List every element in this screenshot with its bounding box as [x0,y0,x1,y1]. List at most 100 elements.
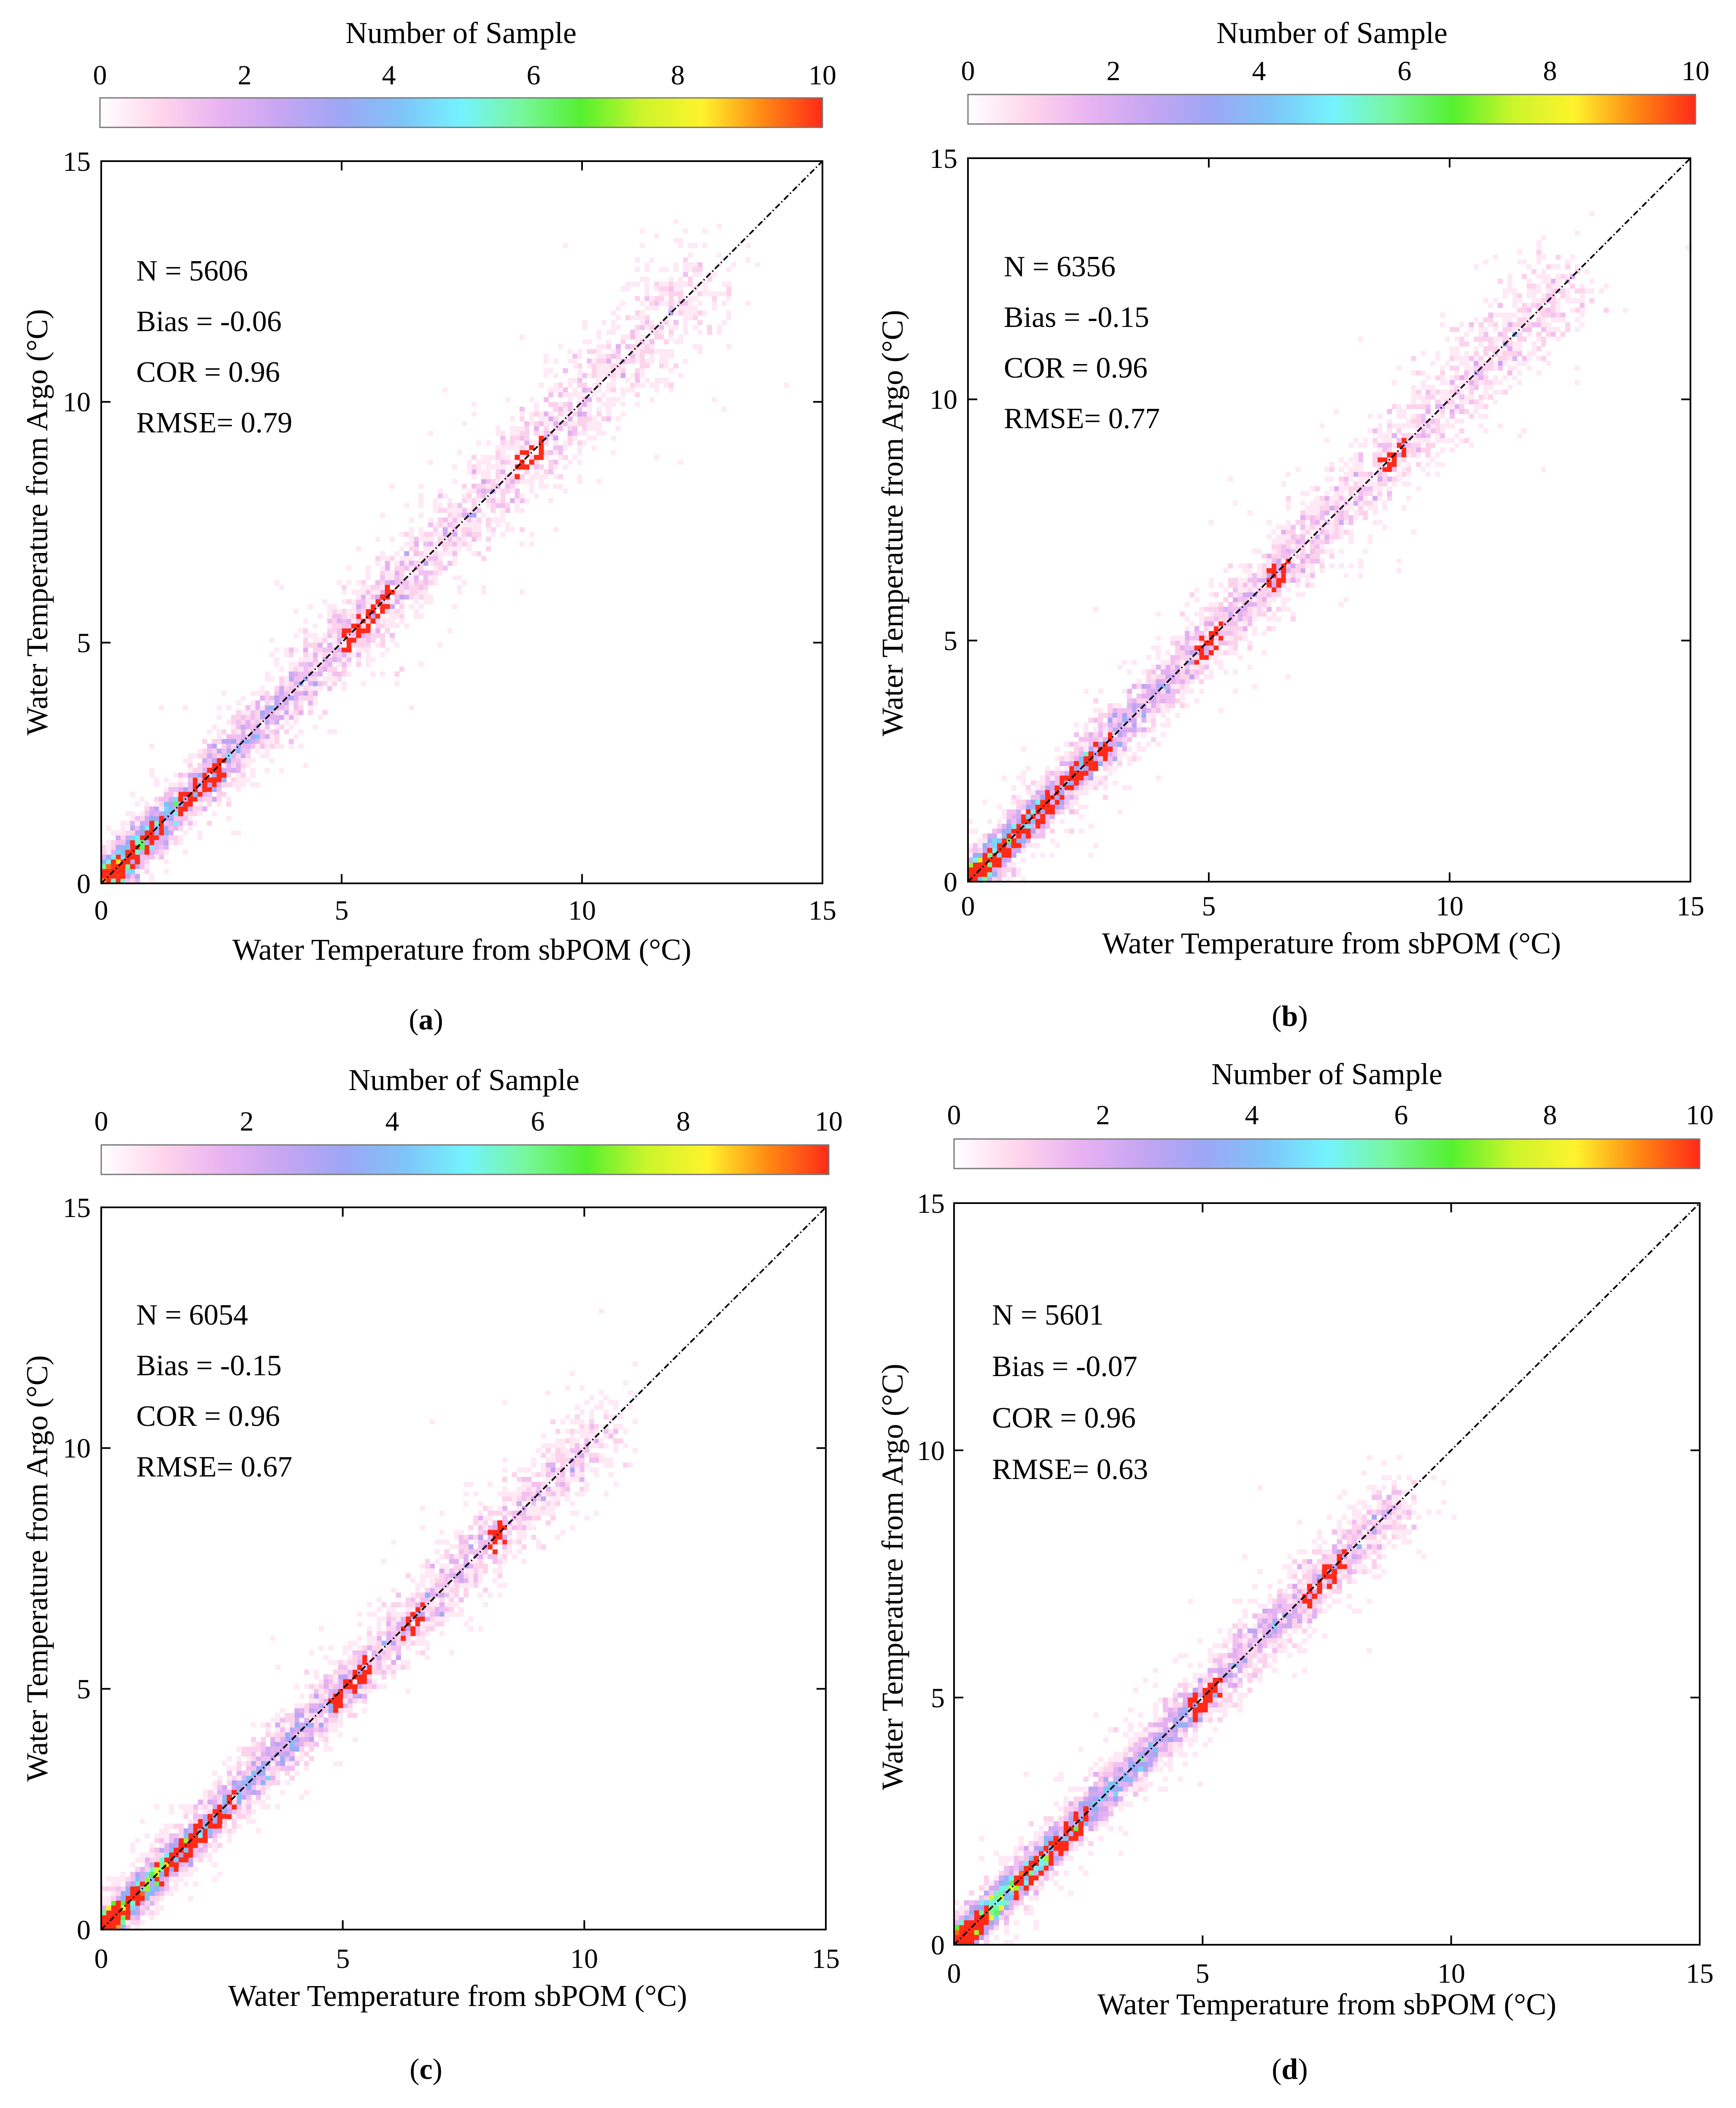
heatmap-cell [342,667,347,672]
heatmap-cell [1069,756,1074,761]
heatmap-cell [1440,462,1445,467]
heatmap-cell [420,1578,425,1583]
heatmap-cell [444,1554,449,1559]
heatmap-cell [425,1598,430,1603]
heatmap-cell [121,1910,126,1915]
heatmap-cell [406,1636,411,1641]
heatmap-cell [1084,751,1089,756]
heatmap-cell [613,1405,618,1410]
heatmap-cell [1185,684,1190,689]
heatmap-cell [357,1622,362,1627]
heatmap-cell [1483,298,1488,303]
heatmap-cell [261,1776,266,1781]
heatmap-cell [1426,438,1431,443]
heatmap-cell [483,1568,488,1574]
heatmap-cell [1310,501,1315,506]
heatmap-cell [1069,742,1074,747]
heatmap-cell [116,835,121,840]
heatmap-cell [362,1655,367,1660]
heatmap-cell [1108,761,1113,766]
heatmap-cell [154,1891,159,1896]
heatmap-cell [323,1727,329,1733]
heatmap-cell [1324,525,1329,530]
heatmap-cell [1522,361,1527,366]
heatmap-cell [1084,790,1089,795]
heatmap-cell [212,1800,217,1805]
heatmap-cell [106,1896,111,1901]
heatmap-cell [1108,703,1113,708]
heatmap-cell [322,667,327,672]
heatmap-cell [116,1877,121,1882]
heatmap-cell [1498,390,1503,395]
heatmap-cell [1339,529,1344,534]
heatmap-cell [232,1804,237,1809]
heatmap-cell [1238,655,1243,660]
heatmap-cell [1281,525,1286,530]
heatmap-cell [121,1920,126,1925]
heatmap-cell [1257,607,1262,612]
heatmap-cell [226,739,231,744]
heatmap-cell [486,464,491,470]
heatmap-cell [1454,375,1459,381]
heatmap-cell [386,1655,391,1660]
heatmap-cell [1300,491,1305,496]
heatmap-cell [438,642,443,648]
heatmap-cell [1089,771,1094,776]
heatmap-cell [1498,356,1503,361]
heatmap-cell [217,1795,222,1800]
heatmap-cell [457,527,462,532]
heatmap-cell [1204,660,1209,665]
heatmap-cell [493,1578,498,1583]
heatmap-cell [409,705,414,710]
heatmap-cell [1372,486,1377,491]
heatmap-cell [396,1641,401,1646]
heatmap-cell [1353,501,1359,506]
heatmap-cell [973,843,978,848]
heatmap-cell [1329,534,1334,540]
heatmap-cell [1396,424,1402,429]
heatmap-cell [606,402,611,407]
y-tick-label: 0 [943,867,957,898]
heatmap-cell [1430,428,1435,433]
heatmap-cell [1093,843,1098,848]
heatmap-cell [289,739,294,744]
heatmap-cell [439,1592,445,1598]
heatmap-cell [396,1592,401,1598]
heatmap-cell [260,705,265,710]
heatmap-cell [217,758,222,763]
heatmap-cell [502,1540,507,1545]
heatmap-cell [1257,583,1262,588]
heatmap-cell [693,305,698,310]
heatmap-cell [717,291,722,296]
heatmap-cell [1512,366,1518,371]
heatmap-cell [1421,448,1426,453]
heatmap-cell [1286,496,1291,501]
heatmap-cell [279,691,284,696]
heatmap-cell [589,1443,594,1448]
heatmap-cell [327,667,332,672]
heatmap-cell [399,585,404,590]
heatmap-cell [577,412,582,417]
heatmap-cell [430,1588,435,1593]
heatmap-cell [536,1506,541,1511]
heatmap-cell [1522,428,1527,433]
heatmap-cell [683,310,688,316]
heatmap-cell [372,1660,377,1665]
heatmap-cell [231,777,236,783]
heatmap-cell [188,1804,193,1809]
heatmap-cell [1165,708,1170,713]
heatmap-cell [1272,549,1277,554]
heatmap-cell [486,546,491,551]
heatmap-cell [664,286,669,292]
heatmap-cell [500,436,505,441]
heatmap-cell [1055,810,1060,815]
heatmap-cell [1175,650,1180,655]
heatmap-cell [130,1915,135,1920]
heatmap-cell [669,330,674,335]
heatmap-cell [478,1530,483,1535]
heatmap-cell [303,652,308,657]
heatmap-cell [1517,370,1522,375]
colorbar-tick: 4 [382,60,396,91]
heatmap-cell [140,816,145,821]
heatmap-cell [544,426,549,431]
